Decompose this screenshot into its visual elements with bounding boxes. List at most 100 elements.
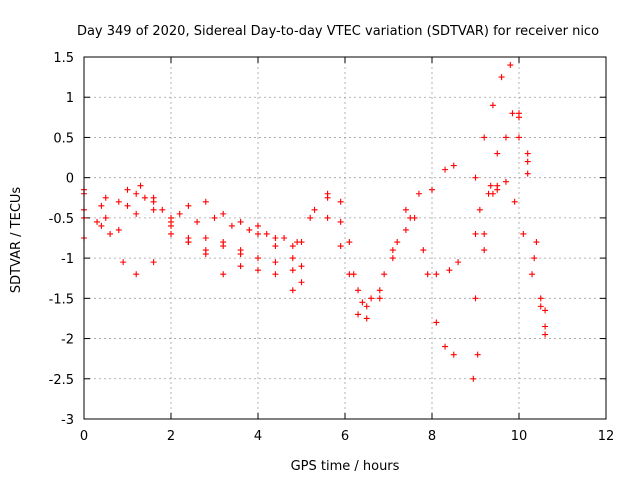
data-point	[220, 271, 227, 278]
y-tick-label: -0.5	[49, 212, 74, 227]
data-point	[202, 251, 209, 258]
data-point	[472, 230, 479, 237]
data-point	[502, 134, 509, 141]
x-tick-label: 6	[341, 429, 349, 444]
plot-frame	[83, 56, 607, 420]
series-trace-a	[81, 182, 305, 250]
data-point	[472, 295, 479, 302]
data-point	[494, 186, 501, 193]
data-point	[472, 174, 479, 181]
series-trace-h	[324, 194, 457, 358]
data-point	[516, 134, 522, 141]
series-trace-e	[81, 186, 301, 246]
tick-labels: 0 2 4 6 8 10 12 -3 -2.5 -2 -1.5 -1 -0.5 0 0.5 1 1.5	[49, 51, 615, 444]
grid-lines	[84, 57, 606, 419]
data-point	[429, 186, 435, 193]
data-point	[272, 243, 279, 250]
series-trace-d	[81, 214, 296, 278]
data-point	[520, 230, 527, 237]
data-point	[481, 230, 488, 237]
data-point	[185, 202, 192, 209]
y-tick-label: -1.5	[49, 292, 74, 307]
chart-title: Day 349 of 2020, Sidereal Day-to-day VTE…	[77, 24, 599, 39]
data-point	[107, 230, 114, 237]
y-tick-label: -2.5	[49, 373, 74, 388]
data-point	[133, 190, 140, 197]
data-point	[355, 311, 362, 318]
data-point	[494, 150, 501, 157]
data-point	[411, 214, 418, 221]
data-point	[389, 255, 396, 262]
data-point	[298, 279, 305, 286]
data-point	[485, 190, 492, 197]
data-point	[289, 243, 296, 250]
y-tick-label: 1.5	[53, 51, 74, 66]
data-point	[476, 206, 483, 213]
data-point	[433, 319, 440, 326]
series-trace-c	[81, 206, 305, 274]
data-point	[537, 295, 544, 302]
data-point	[255, 255, 261, 262]
data-point	[381, 271, 388, 278]
data-point	[507, 62, 514, 69]
data-point	[470, 375, 477, 382]
data-point	[498, 74, 505, 81]
x-tick-label: 2	[167, 429, 175, 444]
data-point	[324, 194, 331, 201]
data-point	[124, 186, 131, 193]
data-point	[98, 202, 105, 209]
data-point	[263, 230, 270, 237]
data-point	[376, 295, 383, 302]
data-point	[450, 351, 457, 358]
data-point	[363, 303, 370, 310]
x-tick-label: 8	[428, 429, 436, 444]
data-point	[98, 222, 105, 229]
y-tick-label: -3	[61, 413, 74, 428]
data-point	[124, 202, 131, 209]
data-point	[324, 214, 331, 221]
data-point	[289, 255, 296, 262]
data-point	[150, 259, 157, 266]
data-point	[346, 271, 353, 278]
data-point	[376, 287, 383, 294]
data-point	[481, 134, 488, 141]
series-trace-j	[472, 178, 549, 338]
data-point	[115, 198, 122, 205]
data-point	[150, 206, 157, 213]
data-point	[337, 218, 344, 225]
y-tick-label: 0	[66, 172, 74, 187]
data-point	[433, 271, 440, 278]
data-point	[533, 239, 540, 246]
data-point	[355, 287, 362, 294]
data-point	[542, 307, 549, 314]
data-point	[298, 263, 305, 270]
data-point	[542, 323, 549, 330]
data-point	[442, 343, 449, 350]
data-point	[509, 110, 516, 117]
series-trace-l	[516, 114, 549, 330]
data-point	[531, 255, 538, 262]
data-point	[176, 210, 183, 217]
data-point	[194, 218, 201, 225]
data-point	[346, 239, 353, 246]
data-point	[307, 214, 314, 221]
data-point	[524, 150, 531, 157]
data-point	[115, 226, 122, 233]
data-point	[368, 295, 375, 302]
data-point	[211, 214, 218, 221]
data-point	[120, 259, 127, 266]
y-tick-label: -1	[61, 252, 74, 267]
data-point	[237, 218, 244, 225]
data-point	[420, 247, 427, 254]
data-point	[489, 102, 496, 109]
data-point	[524, 158, 531, 165]
data-point	[185, 239, 192, 246]
y-axis-label: SDTVAR / TECUs	[9, 187, 24, 294]
data-point	[220, 239, 227, 246]
data-point	[168, 222, 174, 229]
data-point	[524, 170, 531, 177]
data-point	[102, 194, 109, 201]
data-point	[402, 206, 409, 213]
series-trace-f	[311, 162, 457, 310]
